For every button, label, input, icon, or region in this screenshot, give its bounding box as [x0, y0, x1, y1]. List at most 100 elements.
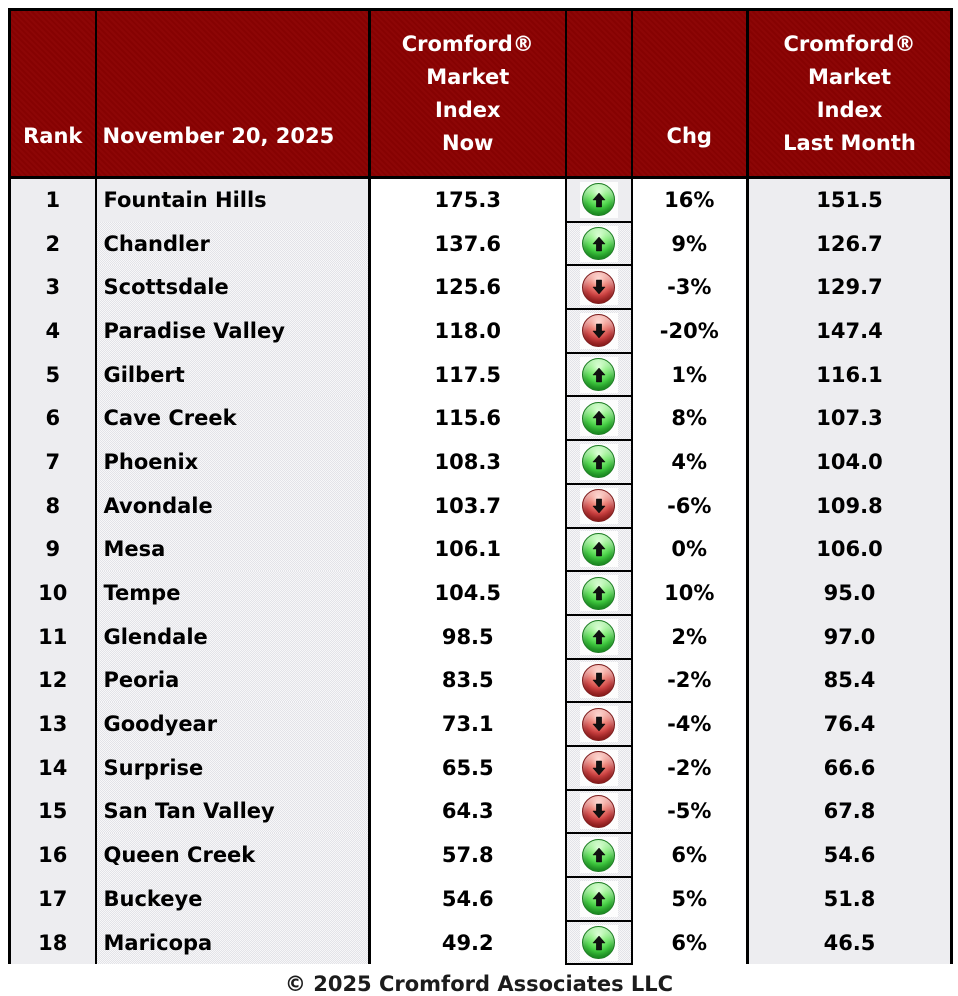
trend-icon-frame — [579, 575, 618, 612]
rank-cell: 18 — [9, 920, 97, 965]
table-row: 10 Tempe 104.5 10% 95.0 — [9, 570, 952, 616]
table-row: 18 Maricopa 49.2 6% 46.5 — [9, 919, 952, 966]
up-arrow-icon — [582, 576, 615, 610]
index-now-cell: 137.6 — [369, 221, 566, 266]
trend-icon-frame — [579, 225, 618, 262]
down-arrow-icon — [582, 794, 615, 828]
index-last-month-cell: 104.0 — [747, 440, 952, 484]
index-last-month-cell: 106.0 — [747, 527, 952, 572]
trend-cell — [564, 919, 633, 966]
trend-icon-frame — [579, 924, 618, 961]
up-arrow-icon — [582, 532, 615, 566]
index-now-cell: 73.1 — [369, 702, 566, 746]
up-arrow-icon — [582, 183, 615, 217]
index-now-cell: 106.1 — [369, 527, 566, 572]
up-arrow-icon — [582, 227, 615, 261]
trend-cell — [564, 701, 633, 747]
chg-cell: 9% — [631, 221, 749, 266]
down-arrow-icon — [582, 751, 615, 785]
table-row: 7 Phoenix 108.3 4% 104.0 — [9, 439, 952, 485]
index-now-cell: 117.5 — [369, 352, 566, 397]
down-arrow-icon — [582, 314, 615, 348]
index-now-cell: 83.5 — [369, 658, 566, 703]
index-last-month-cell: 107.3 — [747, 396, 952, 441]
index-now-cell: 104.5 — [369, 571, 566, 615]
table-row: 5 Gilbert 117.5 1% 116.1 — [9, 351, 952, 398]
trend-cell — [564, 613, 633, 660]
cromford-index-table: Rank November 20, 2025 Cromford® Market … — [8, 8, 953, 966]
rank-cell: 5 — [9, 352, 97, 397]
index-now-cell: 118.0 — [369, 309, 566, 353]
rank-cell: 12 — [9, 658, 97, 703]
index-last-month-cell: 85.4 — [747, 658, 952, 703]
city-cell: Tempe — [95, 571, 371, 615]
trend-icon-frame — [579, 531, 618, 568]
index-last-month-cell: 116.1 — [747, 352, 952, 397]
city-cell: Glendale — [95, 614, 371, 659]
index-last-month-cell: 46.5 — [747, 920, 952, 965]
trend-cell — [564, 176, 633, 223]
city-cell: San Tan Valley — [95, 789, 371, 834]
table-row: 1 Fountain Hills 175.3 16% 151.5 — [9, 176, 952, 223]
index-last-month-cell: 109.8 — [747, 483, 952, 528]
header-row: Rank November 20, 2025 Cromford® Market … — [9, 9, 952, 179]
chg-cell: 8% — [631, 396, 749, 441]
trend-icon-frame — [579, 662, 618, 699]
city-cell: Peoria — [95, 658, 371, 703]
city-cell: Mesa — [95, 527, 371, 572]
rank-cell: 9 — [9, 527, 97, 572]
rank-column-header: Rank — [9, 9, 97, 179]
trend-cell — [564, 657, 633, 704]
trend-icon-frame — [579, 749, 618, 786]
table-row: 9 Mesa 106.1 0% 106.0 — [9, 526, 952, 573]
chg-column-header: Chg — [631, 9, 749, 179]
index-now-cell: 57.8 — [369, 833, 566, 877]
index-last-month-cell: 66.6 — [747, 745, 952, 790]
trend-icon-frame — [579, 793, 618, 830]
chg-cell: 5% — [631, 877, 749, 921]
index-last-month-cell: 97.0 — [747, 614, 952, 659]
trend-cell — [564, 308, 633, 354]
copyright-text: © 2025 Cromford Associates LLC — [284, 972, 674, 996]
up-arrow-icon — [582, 401, 615, 435]
chg-cell: -5% — [631, 789, 749, 834]
up-arrow-icon — [582, 882, 615, 916]
trend-icon-frame — [579, 312, 618, 349]
chg-cell: -20% — [631, 309, 749, 353]
rank-cell: 13 — [9, 702, 97, 746]
index-now-cell: 54.6 — [369, 877, 566, 921]
trend-cell — [564, 832, 633, 878]
up-arrow-icon — [582, 926, 615, 960]
rank-cell: 16 — [9, 833, 97, 877]
chg-cell: 4% — [631, 440, 749, 484]
up-arrow-icon — [582, 358, 615, 392]
trend-cell — [564, 876, 633, 922]
table-row: 2 Chandler 137.6 9% 126.7 — [9, 220, 952, 267]
table-row: 16 Queen Creek 57.8 6% 54.6 — [9, 832, 952, 878]
up-arrow-icon — [582, 838, 615, 872]
rank-cell: 4 — [9, 309, 97, 353]
trend-icon-frame — [579, 443, 618, 480]
up-arrow-icon — [582, 445, 615, 479]
index-last-month-cell: 67.8 — [747, 789, 952, 834]
index-last-month-cell: 126.7 — [747, 221, 952, 266]
trend-cell — [564, 220, 633, 267]
table-row: 6 Cave Creek 115.6 8% 107.3 — [9, 395, 952, 442]
trend-cell — [564, 526, 633, 573]
trend-icon-frame — [579, 618, 618, 655]
trend-cell — [564, 744, 633, 791]
chg-cell: 10% — [631, 571, 749, 615]
chg-cell: 16% — [631, 177, 749, 222]
table-body: 1 Fountain Hills 175.3 16% 151.5 2 Chand… — [9, 176, 952, 966]
index-last-month-cell: 129.7 — [747, 265, 952, 310]
index-now-cell: 125.6 — [369, 265, 566, 310]
index-now-cell: 108.3 — [369, 440, 566, 484]
index-now-cell: 64.3 — [369, 789, 566, 834]
trend-icon-frame — [579, 269, 618, 306]
trend-cell — [564, 351, 633, 398]
city-cell: Phoenix — [95, 440, 371, 484]
down-arrow-icon — [582, 489, 615, 523]
index-now-cell: 49.2 — [369, 920, 566, 965]
rank-cell: 17 — [9, 877, 97, 921]
table-row: 12 Peoria 83.5 -2% 85.4 — [9, 657, 952, 704]
